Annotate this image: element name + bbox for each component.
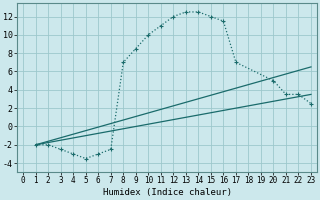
X-axis label: Humidex (Indice chaleur): Humidex (Indice chaleur) xyxy=(103,188,232,197)
